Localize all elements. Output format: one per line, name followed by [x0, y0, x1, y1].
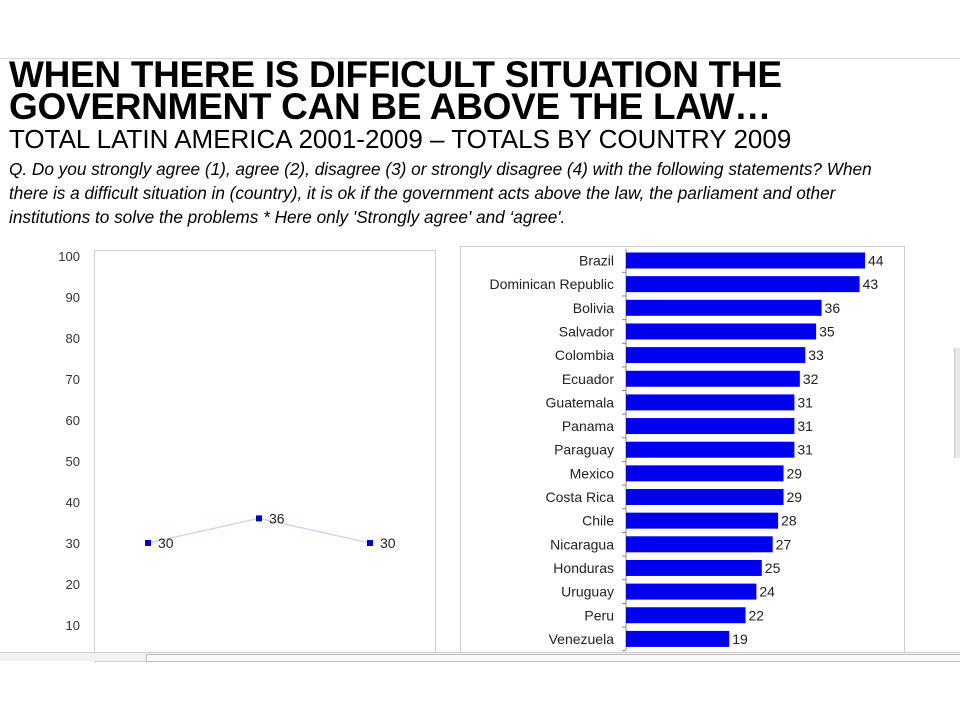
country-label: Guatemala — [546, 394, 615, 410]
country-bar-chart: Brazil 44 Dominican Republic 43 Bolivia 36 Sal… — [489, 249, 884, 652]
top-divider — [0, 58, 960, 59]
country-bar — [626, 465, 784, 482]
y-tick-label-100: 100 — [58, 249, 80, 264]
country-label: Peru — [584, 607, 614, 623]
horizontal-scrollbar-thumb[interactable] — [146, 654, 960, 662]
country-label: Paraguay — [554, 442, 614, 458]
country-label: Panama — [562, 418, 614, 434]
y-tick-label-50: 50 — [66, 454, 80, 469]
country-value-label: 28 — [781, 513, 797, 529]
country-value-label: 29 — [787, 465, 803, 481]
survey-question: Q. Do you strongly agree (1), agree (2),… — [9, 157, 954, 229]
country-label: Bolivia — [573, 300, 614, 316]
country-bar — [626, 630, 730, 647]
country-label: Mexico — [570, 465, 615, 481]
y-tick-label-90: 90 — [66, 290, 80, 305]
country-bar — [626, 536, 773, 553]
slide-title-line-1: WHEN THERE IS DIFFICULT SITUATION THE — [9, 54, 782, 95]
y-tick-label-70: 70 — [66, 372, 80, 387]
y-tick-label-10: 10 — [66, 618, 80, 633]
country-bar — [626, 347, 806, 364]
country-bar — [626, 370, 800, 387]
vertical-scrollbar-fragment[interactable] — [954, 348, 960, 458]
trend-chart-frame — [94, 250, 436, 662]
country-bar — [626, 441, 795, 458]
country-value-label: 27 — [776, 536, 792, 552]
country-value-label: 32 — [803, 371, 819, 387]
country-label: Venezuela — [549, 631, 615, 647]
y-tick-label-30: 30 — [66, 536, 80, 551]
country-value-label: 19 — [732, 631, 748, 647]
country-value-label: 31 — [797, 418, 813, 434]
country-value-label: 22 — [749, 607, 765, 623]
trend-line-chart: 10 20 30 40 50 60 70 80 90 100 30 36 30 — [58, 249, 395, 633]
trend-point-label-0: 30 — [158, 535, 174, 551]
country-bar — [626, 489, 784, 505]
country-bar — [626, 276, 860, 293]
slide-subtitle: TOTAL LATIN AMERICA 2001-2009 – TOTALS B… — [9, 124, 792, 154]
country-bar — [626, 607, 746, 624]
country-bar — [626, 252, 865, 269]
slide-title-line-2: GOVERNMENT CAN BE ABOVE THE LAW… — [9, 86, 771, 127]
country-value-label: 24 — [759, 584, 775, 600]
country-value-label: 43 — [863, 276, 879, 292]
country-value-label: 36 — [825, 300, 841, 316]
trend-point-2 — [367, 540, 373, 546]
trend-point-label-1: 36 — [269, 510, 285, 526]
country-value-label: 33 — [808, 347, 824, 363]
country-label: Ecuador — [562, 371, 614, 387]
country-label: Colombia — [555, 347, 614, 363]
country-bar — [626, 559, 762, 576]
country-bar — [626, 299, 822, 316]
trend-line — [147, 517, 371, 544]
y-tick-label-60: 60 — [66, 413, 80, 428]
question-line-3: institutions to solve the problems * Her… — [9, 207, 566, 227]
country-label: Nicaragua — [550, 536, 614, 552]
country-bar — [626, 394, 795, 411]
question-line-2: there is a difficult situation in (count… — [9, 183, 836, 203]
country-bar — [626, 418, 795, 435]
y-tick-label-80: 80 — [66, 331, 80, 346]
country-value-label: 25 — [765, 560, 781, 576]
country-label: Honduras — [553, 560, 614, 576]
country-value-label: 35 — [819, 323, 835, 339]
country-value-label: 31 — [797, 442, 813, 458]
y-tick-label-20: 20 — [66, 577, 80, 592]
country-label: Brazil — [579, 253, 614, 269]
country-value-label: 31 — [797, 394, 813, 410]
trend-point-label-2: 30 — [380, 535, 396, 551]
country-label: Costa Rica — [546, 489, 615, 505]
trend-point-0 — [145, 540, 151, 546]
country-label: Dominican Republic — [489, 276, 614, 292]
country-value-label: 29 — [787, 489, 803, 505]
country-value-label: 44 — [868, 253, 884, 269]
country-label: Chile — [582, 513, 614, 529]
trend-point-1 — [256, 515, 262, 522]
country-bar — [626, 583, 757, 600]
question-line-1: Q. Do you strongly agree (1), agree (2),… — [9, 159, 872, 179]
country-bar — [626, 512, 779, 529]
y-tick-label-40: 40 — [66, 495, 80, 510]
country-label: Salvador — [559, 323, 615, 339]
country-label: Uruguay — [561, 584, 614, 600]
country-bar — [626, 323, 817, 340]
